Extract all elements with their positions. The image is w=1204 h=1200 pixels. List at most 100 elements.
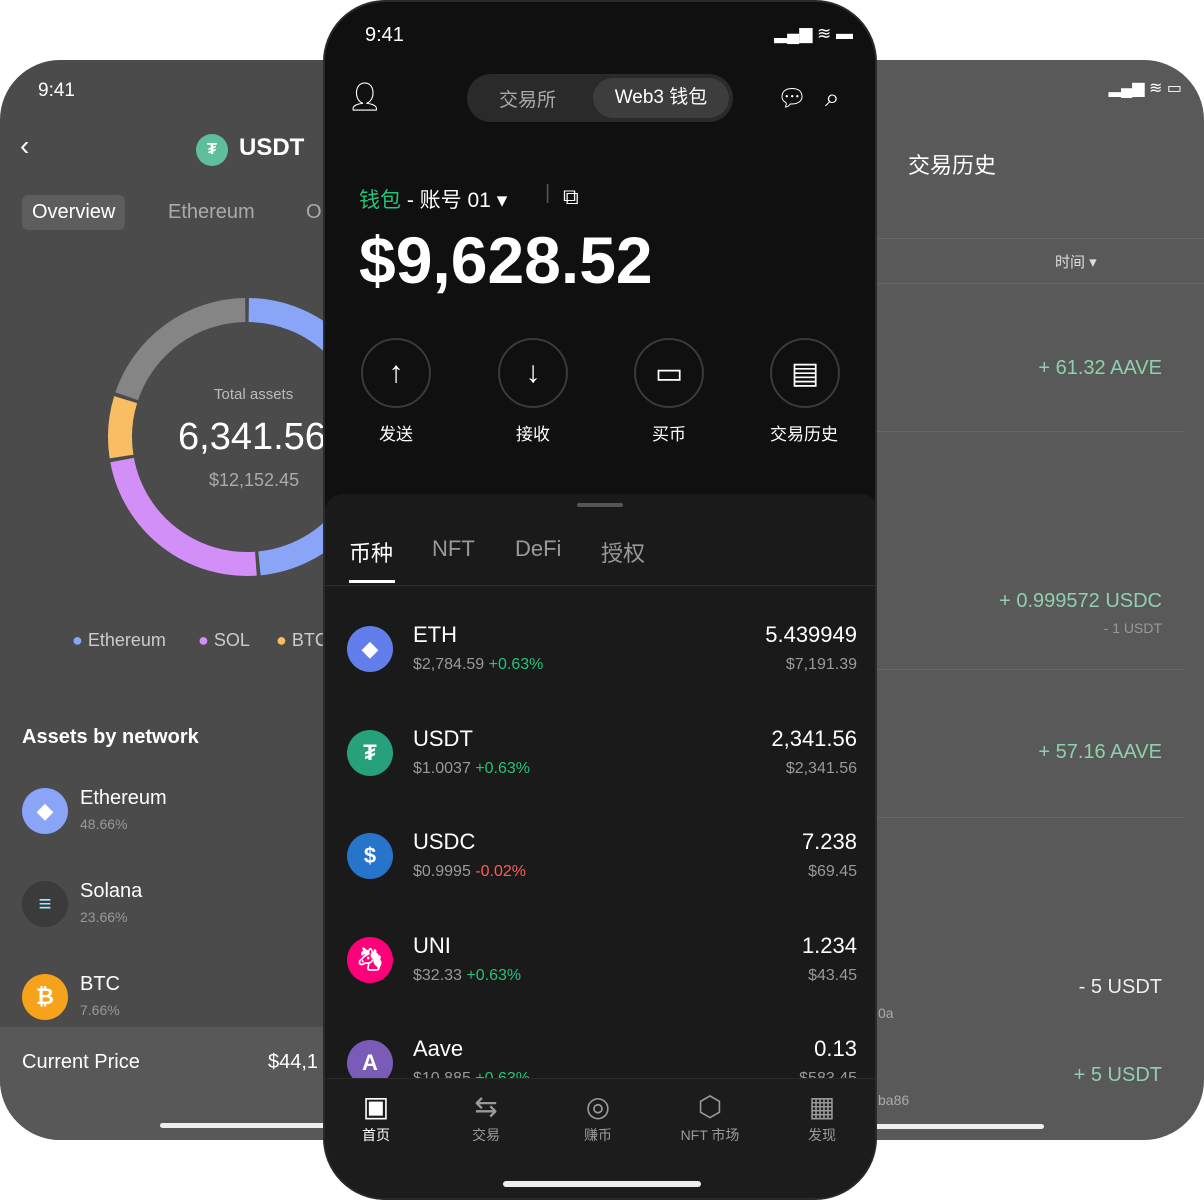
token-row[interactable]: 🦄︎ UNI $32.33 +0.63% 1.234 $43.45 — [325, 927, 875, 1017]
receive-button[interactable]: ↓ — [498, 338, 568, 408]
message-icon[interactable]: 💬︎ — [777, 85, 808, 112]
search-icon[interactable]: ⌕ — [825, 82, 840, 112]
total-assets-value: 6,341.56 — [178, 416, 326, 458]
token-amount: 1.234 — [801, 932, 857, 958]
home-indicator — [160, 1123, 340, 1128]
buy-button[interactable]: ▭ — [634, 338, 704, 408]
token-amount: 7.238 — [801, 829, 857, 854]
tx-hash: ba86 — [878, 1092, 910, 1108]
buy-label: 买币 — [652, 425, 686, 444]
back-icon[interactable]: ‹ — [20, 130, 30, 161]
solana-icon: ≡ — [22, 881, 68, 927]
time-filter[interactable]: 时间 ▾ — [1055, 254, 1097, 271]
divider — [325, 585, 875, 586]
filter-bar: 时间 ▾ — [860, 238, 1204, 284]
trend-icon: ◎ — [585, 1091, 611, 1122]
tab-other[interactable]: O — [306, 201, 322, 223]
card-icon: ▭ — [654, 356, 684, 390]
btc-icon: ₿ — [22, 974, 68, 1020]
total-assets-usd: $12,152.45 — [209, 470, 300, 490]
home-icon: ▣ — [362, 1091, 390, 1122]
tab-ethereum[interactable]: Ethereum — [168, 201, 255, 223]
token-row[interactable]: ◆ ETH $2,784.59 +0.63% 5.439949 $7,191.3… — [325, 616, 875, 706]
token-symbol: USDT — [413, 725, 473, 751]
eth-icon: ◆ — [347, 626, 393, 672]
nav-home[interactable]: ▣ 首页 — [331, 1089, 421, 1145]
token-price: $1.0037 +0.63% — [413, 759, 531, 777]
tx-amount: - 5 USDT — [1078, 976, 1162, 998]
current-price-label: Current Price — [22, 1051, 140, 1073]
token-symbol: Aave — [413, 1036, 464, 1061]
tx-amount: + 57.16 AAVE — [1038, 741, 1162, 763]
network-name: Ethereum — [80, 787, 167, 809]
tab-approvals[interactable]: 授权 — [601, 541, 646, 566]
section-title: Assets by network — [22, 726, 199, 748]
tab-tokens[interactable]: 币种 — [349, 541, 394, 566]
mode-switch: 交易所 Web3 钱包 — [467, 74, 733, 122]
network-pct: 48.66% — [80, 816, 128, 832]
token-amount: 0.13 — [814, 1036, 857, 1061]
donut-segment-ethereum — [248, 298, 340, 576]
transaction-row[interactable]: + 5 USDT ba86 — [860, 1048, 1184, 1128]
total-assets-label: Total assets — [214, 386, 294, 403]
nav-earn[interactable]: ◎ 赚币 — [553, 1089, 643, 1145]
donut-segment-btc — [108, 396, 138, 459]
document-icon: ▤ — [790, 356, 820, 390]
transaction-row[interactable]: - 5 USDT 0a — [860, 818, 1184, 1048]
status-time: 9:41 — [38, 80, 75, 101]
drag-handle[interactable] — [577, 503, 623, 507]
home-indicator — [503, 1181, 701, 1187]
send-button[interactable]: ↑ — [361, 338, 431, 408]
legend-ethereum: ● Ethereum — [72, 630, 166, 650]
token-value: $69.45 — [808, 863, 857, 880]
network-name: Solana — [80, 880, 143, 902]
nav-trade[interactable]: ⇆ 交易 — [441, 1089, 531, 1145]
network-name: BTC — [80, 973, 120, 995]
token-price: $0.9995 -0.02% — [413, 863, 526, 880]
transaction-row[interactable]: + 0.999572 USDC - 1 USDT — [860, 432, 1184, 670]
divider: | — [545, 182, 551, 204]
token-amount: 2,341.56 — [771, 725, 857, 751]
token-price: $32.33 +0.63% — [413, 966, 522, 984]
arrow-down-icon: ↓ — [525, 356, 541, 389]
copy-icon[interactable]: ⧉ — [563, 184, 579, 209]
token-symbol: ETH — [413, 622, 457, 647]
tab-overview[interactable]: Overview — [22, 195, 126, 230]
bottom-nav: ▣ 首页 ⇆ 交易 ◎ 赚币 ⬡ NFT 市场 ▦ 发现 — [325, 1078, 875, 1198]
hexagon-icon: ⬡ — [697, 1091, 723, 1122]
legend-btc: ● BTC — [276, 630, 328, 650]
token-row[interactable]: $ USDC $0.9995 -0.02% 7.238 $69.45 — [325, 823, 875, 913]
transaction-row[interactable]: + 57.16 AAVE — [860, 670, 1184, 818]
history-label: 交易历史 — [770, 425, 838, 444]
profile-icon[interactable]: 👤︎ — [347, 81, 383, 112]
status-icons: ▂▄▆ ≋ ▬ — [774, 24, 853, 43]
tx-amount: + 61.32 AAVE — [1038, 357, 1162, 379]
nav-discover[interactable]: ▦ 发现 — [777, 1089, 867, 1145]
account-selector[interactable]: 钱包 - 账号 01 ▾ — [359, 189, 508, 212]
tab-web3-wallet[interactable]: Web3 钱包 — [593, 78, 729, 118]
tx-hash: 0a — [878, 1005, 894, 1021]
tab-defi[interactable]: DeFi — [515, 536, 562, 561]
status-icons: ▂▄▆ ≋ ▭ — [1108, 80, 1182, 97]
network-pct: 23.66% — [80, 909, 128, 925]
transaction-history-screen: ▂▄▆ ≋ ▭ 交易历史 时间 ▾ + 61.32 AAVE + 0.99957… — [860, 60, 1204, 1140]
current-price-value: $44,1 — [268, 1051, 319, 1073]
token-row[interactable]: ₮ USDT $1.0037 +0.63% 2,341.56 $2,341.56 — [325, 720, 875, 810]
token-value: $2,341.56 — [785, 759, 857, 777]
legend-sol: ● SOL — [198, 630, 250, 650]
tab-exchange[interactable]: 交易所 — [499, 90, 557, 111]
tab-nft[interactable]: NFT — [432, 536, 475, 561]
network-pct: 7.66% — [80, 1002, 120, 1018]
transaction-row[interactable]: + 61.32 AAVE — [860, 284, 1184, 432]
uni-icon: 🦄︎ — [347, 936, 393, 983]
token-price: $2,784.59 +0.63% — [413, 656, 544, 673]
ethereum-icon: ◆ — [22, 788, 68, 834]
nav-nft-market[interactable]: ⬡ NFT 市场 — [665, 1089, 755, 1145]
send-label: 发送 — [379, 425, 413, 444]
history-button[interactable]: ▤ — [770, 338, 840, 408]
swap-icon: ⇆ — [474, 1091, 498, 1122]
usdt-overview-screen: 9:41 ‹ ₮ USDT Overview Ethereum O Total … — [0, 60, 340, 1140]
page-title: 交易历史 — [908, 153, 997, 178]
status-time: 9:41 — [365, 24, 404, 46]
balance: $9,628.52 — [359, 223, 653, 297]
